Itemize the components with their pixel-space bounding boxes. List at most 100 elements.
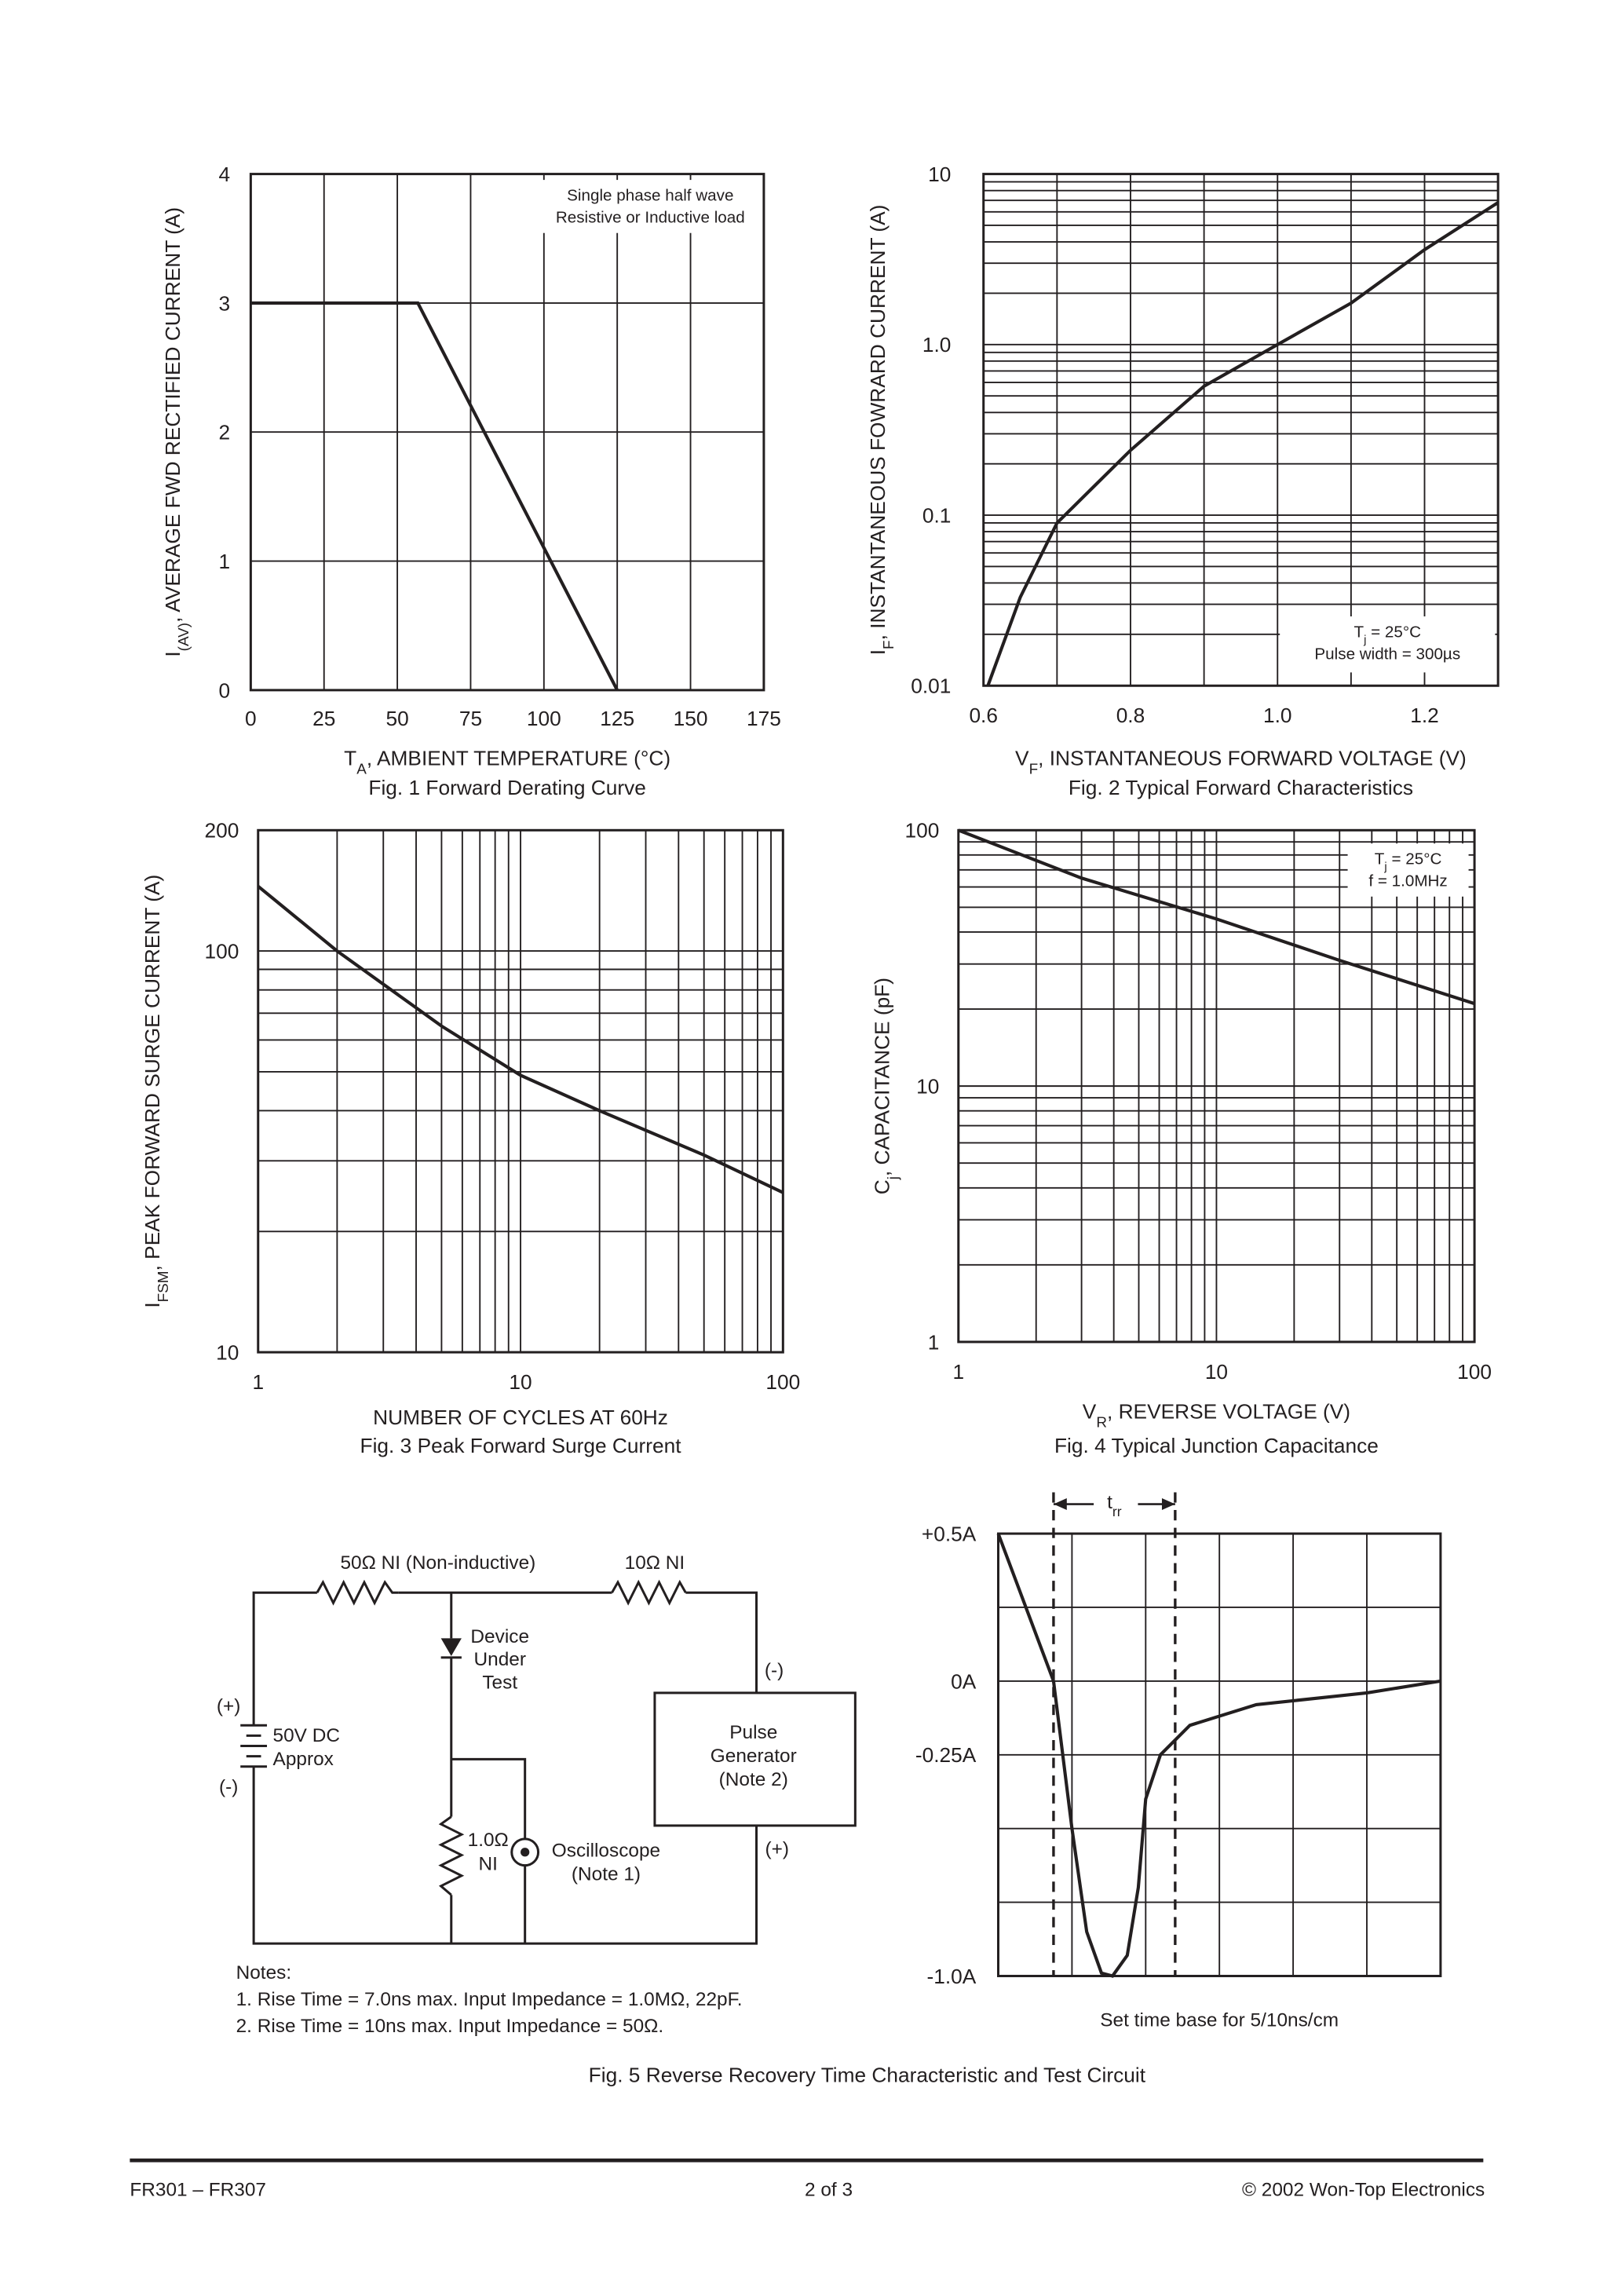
text-part: I bbox=[161, 651, 184, 656]
y-tick-label: -1.0A bbox=[927, 1965, 977, 1988]
x-tick-label: 0 bbox=[245, 707, 257, 730]
footer-left: FR301 – FR307 bbox=[130, 2179, 266, 2200]
text-part: = 25°C bbox=[1366, 623, 1421, 641]
annotation-box bbox=[1280, 616, 1496, 673]
oscilloscope-center bbox=[521, 1848, 530, 1857]
plot-frame bbox=[249, 173, 765, 692]
plot-frame bbox=[982, 173, 1500, 687]
x-tick-label: 1.0 bbox=[1263, 704, 1292, 727]
y-axis-label: IFSM, PEAK FORWARD SURGE CURRENT (A) bbox=[141, 875, 172, 1308]
y-tick-label: 1 bbox=[928, 1330, 940, 1354]
x-axis-label: NUMBER OF CYCLES AT 60Hz bbox=[373, 1406, 668, 1429]
text-part: , PEAK FORWARD SURGE CURRENT (A) bbox=[141, 875, 164, 1271]
x-tick-label: 50 bbox=[385, 707, 408, 730]
y-tick-label: 100 bbox=[204, 940, 239, 963]
circuit-label: Device bbox=[470, 1626, 529, 1647]
diode bbox=[440, 1638, 462, 1656]
y-tick-label: 1 bbox=[218, 550, 230, 573]
x-axis-label: Set time base for 5/10ns/cm bbox=[1100, 2009, 1339, 2031]
pulse-generator bbox=[653, 1691, 857, 1827]
text-part: , CAPACITANCE (pF) bbox=[871, 978, 894, 1176]
x-axis-label: VR, REVERSE VOLTAGE (V) bbox=[1083, 1400, 1350, 1431]
wire bbox=[252, 1591, 758, 1945]
figure-caption: Fig. 1 Forward Derating Curve bbox=[368, 776, 645, 799]
y-tick-label: 10 bbox=[916, 1075, 939, 1099]
resistor bbox=[316, 1579, 399, 1606]
y-tick-label: 200 bbox=[204, 819, 239, 843]
footer-right: © 2002 Won-Top Electronics bbox=[1242, 2179, 1485, 2200]
y-axis-label: Cj, CAPACITANCE (pF) bbox=[871, 978, 902, 1194]
y-tick-label: 10 bbox=[216, 1340, 239, 1364]
x-tick-label: 175 bbox=[747, 707, 781, 730]
text-part: I bbox=[141, 1302, 164, 1307]
data-line bbox=[257, 885, 784, 1194]
y-tick-label: 0.1 bbox=[922, 503, 952, 527]
circuit-label: Under bbox=[474, 1649, 526, 1670]
oscilloscope bbox=[510, 1837, 540, 1867]
y-tick-label: 4 bbox=[218, 163, 230, 186]
resistor bbox=[611, 1579, 687, 1606]
y-tick-label: 0 bbox=[218, 678, 230, 702]
circuit-label: Approx bbox=[273, 1749, 334, 1770]
circuit-label: Notes: bbox=[236, 1962, 292, 1983]
x-tick-label: 75 bbox=[459, 707, 482, 730]
text-part: I bbox=[866, 649, 890, 655]
circuit-label: 1.0Ω bbox=[468, 1830, 509, 1851]
y-tick-label: 10 bbox=[928, 163, 951, 186]
y-tick-label: 3 bbox=[218, 291, 230, 315]
annotation: trr bbox=[1107, 1492, 1122, 1519]
footer-center: 2 of 3 bbox=[805, 2179, 853, 2200]
subscript: R bbox=[1096, 1414, 1107, 1431]
annotation: Pulse width = 300µs bbox=[1314, 645, 1460, 663]
text-part: , AMBIENT TEMPERATURE (°C) bbox=[367, 747, 670, 770]
circuit-label: Test bbox=[482, 1672, 517, 1693]
x-tick-label: 0.6 bbox=[969, 704, 998, 727]
plot-frame bbox=[996, 1532, 1442, 1977]
annotation: f = 1.0MHz bbox=[1368, 872, 1447, 890]
resistor bbox=[438, 1815, 465, 1896]
annotation: Resistive or Inductive load bbox=[556, 209, 745, 227]
x-axis-label: VF, INSTANTANEOUS FORWARD VOLTAGE (V) bbox=[1015, 747, 1467, 778]
data-line bbox=[250, 301, 619, 691]
circuit-label: (Note 1) bbox=[572, 1863, 641, 1885]
x-tick-label: 25 bbox=[312, 707, 335, 730]
x-tick-label: 10 bbox=[509, 1370, 532, 1394]
figure-caption: Fig. 4 Typical Junction Capacitance bbox=[1054, 1434, 1379, 1457]
text-part: T bbox=[344, 747, 356, 770]
subscript: j bbox=[885, 1176, 901, 1180]
figure-caption: Fig. 2 Typical Forward Characteristics bbox=[1069, 776, 1413, 799]
text-part: t bbox=[1107, 1492, 1112, 1513]
circuit-label: 1. Rise Time = 7.0ns max. Input Impedanc… bbox=[236, 1989, 743, 2010]
x-axis-label: TA, AMBIENT TEMPERATURE (°C) bbox=[344, 747, 670, 778]
circuit-label: (+) bbox=[217, 1695, 241, 1717]
y-axis-label: IF, INSTANTANEOUS FOWRARD CURRENT (A) bbox=[866, 205, 897, 656]
circuit-label: 2. Rise Time = 10ns max. Input Impedance… bbox=[236, 2016, 664, 2037]
plot-frame bbox=[257, 828, 784, 1354]
text-part: , INSTANTANEOUS FOWRARD CURRENT (A) bbox=[866, 205, 890, 641]
y-tick-label: 1.0 bbox=[922, 333, 952, 356]
subscript: (AV) bbox=[176, 623, 192, 651]
arrowhead bbox=[1053, 1498, 1067, 1511]
annotation-box bbox=[539, 180, 762, 233]
circuit-label: Oscilloscope bbox=[552, 1840, 660, 1861]
annotation: Single phase half wave bbox=[567, 186, 733, 204]
y-tick-label: 0A bbox=[951, 1669, 977, 1693]
subscript: F bbox=[1029, 761, 1039, 777]
text-part: , AVERAGE FWD RECTIFIED CURRENT (A) bbox=[161, 207, 184, 623]
circuit-label: 50V DC bbox=[273, 1725, 340, 1746]
text-part: , INSTANTANEOUS FORWARD VOLTAGE (V) bbox=[1038, 747, 1467, 770]
circuit-label: Pulse bbox=[729, 1722, 777, 1743]
text-part: V bbox=[1083, 1400, 1097, 1424]
x-tick-label: 125 bbox=[600, 707, 634, 730]
circuit-label: 10Ω NI bbox=[625, 1552, 685, 1574]
x-tick-label: 1 bbox=[952, 1360, 964, 1384]
text-part: T bbox=[1353, 623, 1364, 641]
figure-caption: Fig. 3 Peak Forward Surge Current bbox=[360, 1434, 682, 1457]
subscript: FSM bbox=[155, 1270, 171, 1302]
figure-caption: Fig. 5 Reverse Recovery Time Characteris… bbox=[589, 2064, 1146, 2087]
y-tick-label: +0.5A bbox=[922, 1522, 977, 1545]
data-line bbox=[986, 201, 1500, 686]
text-part: V bbox=[1015, 747, 1029, 770]
circuit-label: (-) bbox=[219, 1777, 238, 1798]
circuit-label: (-) bbox=[765, 1660, 784, 1681]
